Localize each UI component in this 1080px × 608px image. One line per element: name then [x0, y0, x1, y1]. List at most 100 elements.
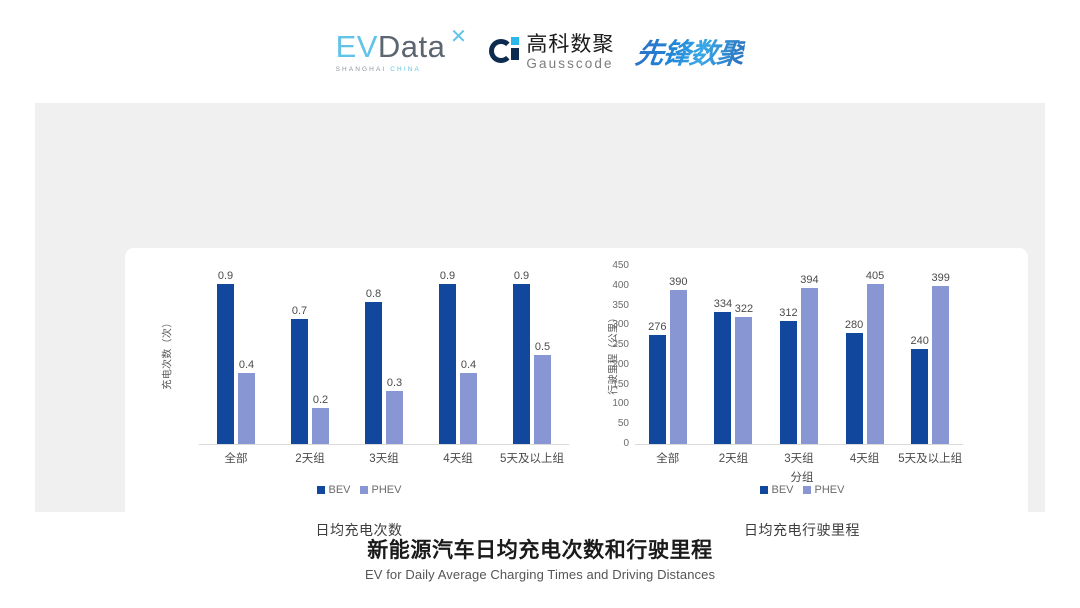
page-subtitle: EV for Daily Average Charging Times and … — [364, 567, 716, 582]
bar-group: 312 394 — [766, 266, 832, 444]
x-axis-label: 3天组 — [369, 453, 399, 465]
bar-group: 0.7 0.2 — [273, 266, 347, 444]
bar-holder: 0.9 — [513, 266, 530, 444]
bar-group: 280 405 — [832, 266, 898, 444]
content-panel: 充电次数（次） 0.9 0.4 0.7 0.2 0.8 0.3 0.9 0.4 0.9 0.5 全… — [35, 103, 1045, 564]
x-axis-label: 5天及以上组 — [500, 453, 564, 465]
evdata-tagline-country: CHINA — [390, 66, 421, 73]
x-axis-labels-right: 全部 2天组 3天组 4天组 5天及以上组 — [635, 450, 963, 466]
bar-value-label: 0.9 — [513, 270, 530, 282]
gausscode-en-text: Gausscode — [526, 55, 614, 71]
x-axis-label: 2天组 — [718, 453, 749, 465]
logo-bar: EVData ✕ SHANGHAI CHINA 高科数聚 Gausscode 先… — [0, 22, 1080, 82]
gausscode-logo: 高科数聚 Gausscode — [489, 34, 614, 71]
y-axis-tick: 350 — [612, 299, 629, 311]
bar-bev: 0.9 — [439, 271, 456, 444]
evdata-data-text: Data — [377, 29, 446, 64]
bars-container-left: 0.9 0.4 0.7 0.2 0.8 0.3 0.9 0.4 0.9 0.5 — [199, 266, 569, 444]
bar-group: 0.9 0.5 — [495, 266, 569, 444]
bar-bev: 0.7 — [291, 306, 308, 444]
charts-card: 充电次数（次） 0.9 0.4 0.7 0.2 0.8 0.3 0.9 0.4 0.9 0.5 全… — [125, 248, 1028, 564]
legend-label-phev: PHEV — [371, 484, 402, 496]
bar-value-label: 312 — [779, 307, 798, 319]
legend-swatch-bev-icon — [759, 486, 768, 494]
bar-value-label: 276 — [648, 321, 667, 333]
bar-holder: 405 — [865, 266, 885, 444]
y-axis-tick: 300 — [612, 319, 629, 331]
bar-value-label: 0.5 — [534, 341, 551, 353]
legend-item-bev-right: BEV — [759, 484, 794, 496]
bar-phev: 399 — [931, 273, 950, 444]
bar-value-label: 0.4 — [460, 359, 477, 371]
x-axis-labels-left: 全部 2天组 3天组 4天组 5天及以上组 — [199, 450, 569, 466]
legend-left: BEV PHEV — [139, 484, 579, 496]
bar-holder: 0.2 — [312, 266, 329, 444]
bar-value-label: 405 — [865, 270, 885, 282]
bar-bev: 280 — [845, 320, 863, 444]
legend-label-bev: BEV — [328, 484, 351, 496]
gausscode-cn-text: 高科数聚 — [526, 32, 615, 56]
y-axis-title-left: 充电次数（次） — [162, 317, 174, 390]
legend-label-phev: PHEV — [814, 484, 845, 496]
bar-phev: 390 — [669, 277, 687, 444]
bar-holder: 240 — [910, 266, 929, 444]
legend-swatch-phev-icon — [802, 486, 811, 494]
chart-daily-driving-distance: 行驶里程（公里） 0 50 100 150 200 250 300 350 400 450 276… — [587, 248, 1017, 564]
bar-value-label: 334 — [713, 298, 733, 310]
bar-holder: 0.4 — [460, 266, 477, 444]
bar-holder: 280 — [845, 266, 863, 444]
bar-bev: 0.8 — [365, 289, 382, 444]
y-axis-tick: 200 — [612, 358, 629, 370]
x-axis-label: 5天及以上组 — [898, 453, 963, 465]
x-axis-label: 全部 — [656, 453, 680, 465]
plot-area-right: 276 390 334 322 312 394 280 405 240 399 — [635, 266, 963, 445]
legend-item-phev-left: PHEV — [359, 484, 402, 496]
legend-item-phev-right: PHEV — [802, 484, 845, 496]
x-axis-label: 4天组 — [849, 453, 880, 465]
bar-holder: 399 — [931, 266, 950, 444]
bar-holder: 0.3 — [386, 266, 403, 444]
bar-holder: 0.4 — [238, 266, 255, 444]
chart-caption-left: 日均充电次数 — [315, 522, 403, 538]
gausscode-square-dark-shape — [511, 48, 520, 60]
gausscode-ring-shape — [489, 39, 514, 63]
xianfeng-logo: 先锋数聚 — [634, 32, 748, 72]
bar-bev: 276 — [648, 322, 666, 444]
bar-group: 0.9 0.4 — [199, 266, 273, 444]
bar-holder: 0.7 — [291, 266, 308, 444]
gausscode-square-accent-shape — [511, 37, 520, 45]
gausscode-wordmark: 高科数聚 Gausscode — [526, 34, 614, 71]
bar-holder: 0.9 — [217, 266, 234, 444]
bar-group: 0.9 0.4 — [421, 266, 495, 444]
bar-holder: 0.5 — [534, 266, 551, 444]
x-axis-label: 全部 — [224, 453, 248, 465]
y-axis-tick: 50 — [617, 418, 629, 430]
bar-phev: 0.4 — [238, 360, 255, 444]
bar-value-label: 0.9 — [217, 270, 234, 282]
evdata-wordmark: EVData ✕ — [336, 27, 467, 64]
bar-holder: 390 — [669, 266, 687, 444]
bar-value-label: 0.7 — [291, 305, 308, 317]
bar-phev: 0.3 — [386, 378, 403, 444]
legend-label-bev: BEV — [771, 484, 794, 496]
bar-value-label: 394 — [800, 274, 819, 286]
bar-value-label: 0.8 — [365, 288, 382, 300]
bar-phev: 0.5 — [534, 342, 551, 444]
bar-value-label: 0.2 — [312, 394, 329, 406]
legend-swatch-phev-icon — [359, 486, 368, 494]
evdata-tagline: SHANGHAI CHINA — [336, 66, 421, 73]
bar-holder: 276 — [648, 266, 666, 444]
bar-value-label: 390 — [669, 276, 688, 288]
bar-value-label: 280 — [844, 319, 864, 331]
bar-value-label: 0.4 — [238, 359, 255, 371]
evdata-logo: EVData ✕ SHANGHAI CHINA — [336, 27, 468, 73]
x-axis-label: 4天组 — [443, 453, 473, 465]
bar-holder: 0.8 — [365, 266, 382, 444]
y-axis-tick: 0 — [623, 438, 629, 449]
bar-bev: 240 — [910, 336, 929, 444]
y-axis-ticks-right: 0 50 100 150 200 250 300 350 400 450 — [601, 261, 629, 449]
y-axis-tick: 450 — [612, 260, 629, 271]
bar-bev: 0.9 — [217, 271, 234, 444]
y-axis-tick: 400 — [612, 279, 629, 291]
bar-group: 276 390 — [635, 266, 701, 444]
